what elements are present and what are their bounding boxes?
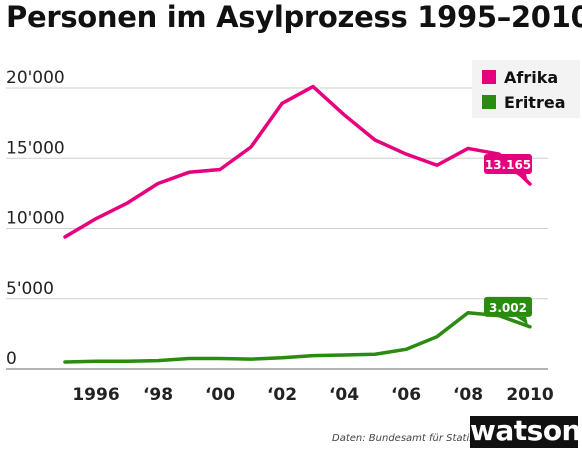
value-callout-label: 3.002 bbox=[489, 301, 527, 315]
chart-title: Personen im Asylprozess 1995–2010 bbox=[6, 0, 582, 34]
y-tick-label: 5'000 bbox=[6, 279, 54, 299]
value-callout-pointer bbox=[516, 316, 528, 325]
x-tick-label: ‘98 bbox=[143, 385, 173, 405]
watson-logo: watson bbox=[470, 414, 581, 448]
x-tick-label: ‘08 bbox=[453, 385, 483, 405]
value-callout-pointer bbox=[516, 174, 528, 183]
y-tick-label: 0 bbox=[6, 349, 17, 369]
source-note: Daten: Bundesamt für Statisik bbox=[332, 433, 484, 444]
x-tick-label: 1996 bbox=[72, 385, 119, 405]
legend-swatch bbox=[482, 70, 496, 84]
x-tick-label: ‘04 bbox=[329, 385, 359, 405]
y-tick-label: 15'000 bbox=[6, 138, 65, 158]
x-tick-label: 2010 bbox=[506, 385, 553, 405]
x-tick-label: ‘06 bbox=[391, 385, 421, 405]
value-callout-box bbox=[484, 296, 532, 317]
x-tick-label: ‘00 bbox=[205, 385, 235, 405]
series-line bbox=[63, 311, 532, 364]
series-line bbox=[63, 84, 532, 239]
y-tick-label: 20'000 bbox=[6, 68, 65, 88]
legend-swatch bbox=[482, 95, 496, 109]
y-tick-label: 10'000 bbox=[6, 209, 65, 229]
legend-label: Eritrea bbox=[504, 93, 566, 112]
legend-label: Afrika bbox=[504, 68, 558, 87]
value-callout-label: 13.165 bbox=[485, 158, 531, 172]
x-tick-label: ‘02 bbox=[267, 385, 297, 405]
value-callout-box bbox=[484, 154, 532, 175]
